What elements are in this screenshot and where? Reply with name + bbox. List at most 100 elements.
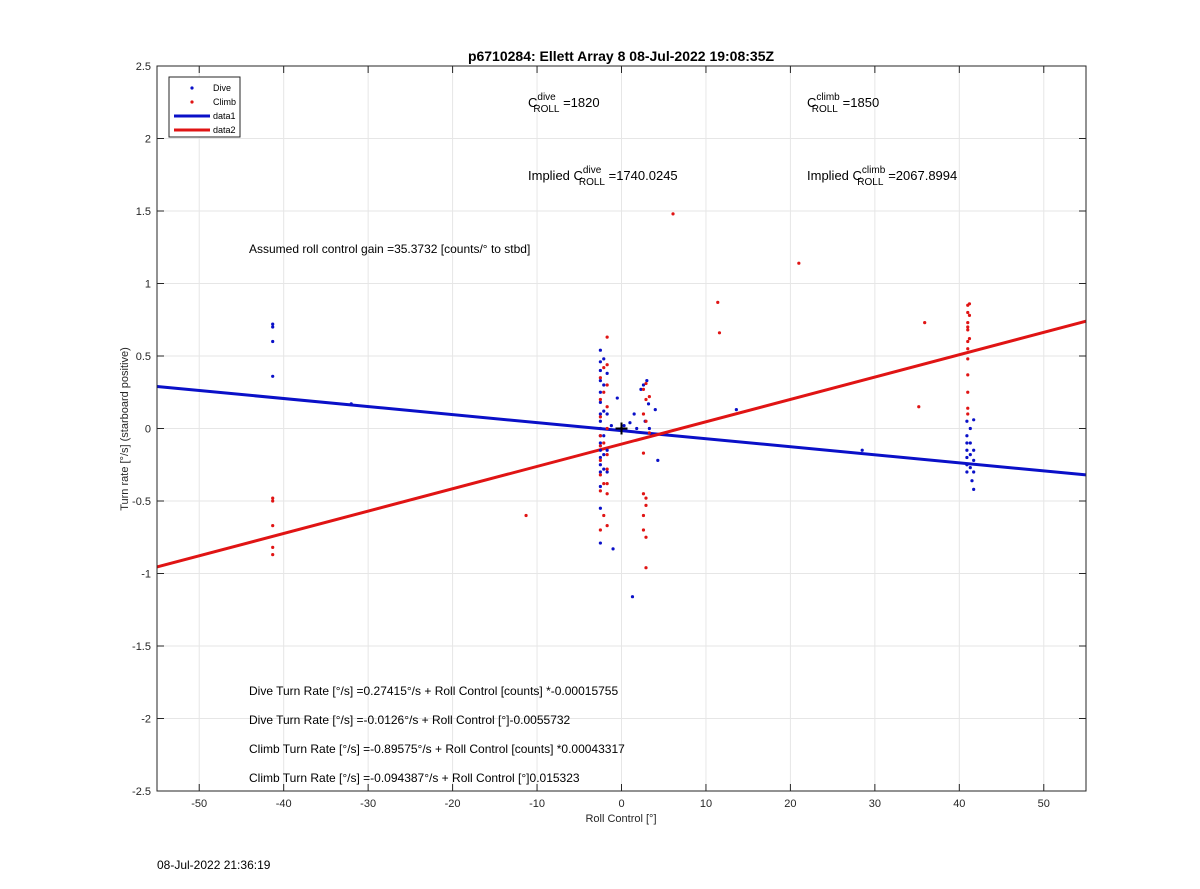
y-tick-label: 1 <box>145 279 151 291</box>
data-point-dive <box>602 383 606 387</box>
data-point-dive <box>647 426 651 431</box>
data-point-dive <box>972 448 976 452</box>
data-point-climb <box>598 415 602 419</box>
data-point-climb <box>966 373 970 377</box>
y-tick-label: -2.5 <box>132 786 151 798</box>
data-point-climb <box>647 395 651 399</box>
data-point-climb <box>644 566 648 570</box>
data-point-dive <box>271 322 275 326</box>
data-point-climb <box>602 441 606 445</box>
data-point-dive <box>656 458 660 462</box>
data-point-dive <box>965 441 969 445</box>
data-point-dive <box>641 383 646 387</box>
data-point-climb <box>605 453 609 457</box>
y-tick-label: -1 <box>141 569 151 581</box>
chart-title: p6710284: Ellett Array 8 08-Jul-2022 19:… <box>468 48 775 64</box>
data-point-climb <box>966 406 970 410</box>
fit-equation: Dive Turn Rate [°/s] =0.27415°/s + Roll … <box>249 684 618 698</box>
data-point-dive <box>602 453 606 457</box>
data-point-climb <box>966 339 970 344</box>
plot-area <box>156 212 1087 599</box>
x-tick-label: 0 <box>618 798 624 810</box>
data-point-climb <box>641 513 646 518</box>
data-point-dive <box>653 408 657 412</box>
data-point-dive <box>598 368 602 373</box>
data-point-climb <box>605 426 609 431</box>
data-point-climb <box>598 434 602 438</box>
data-point-dive <box>646 402 651 406</box>
data-point-climb <box>271 545 275 550</box>
implied-c-roll-climb: Implied Cclimb ROLL =2067.8994 <box>807 165 957 188</box>
x-tick-label: 30 <box>869 798 881 810</box>
x-tick-label: -20 <box>445 798 461 810</box>
y-tick-label: 2 <box>145 134 151 146</box>
data-point-dive <box>965 434 969 438</box>
c-roll-dive: Cdive ROLL =1820 <box>528 92 600 115</box>
data-point-climb <box>923 321 927 325</box>
data-point-dive <box>968 453 972 457</box>
y-tick-label: -0.5 <box>132 496 151 508</box>
data-point-climb <box>605 335 609 339</box>
y-tick-label: 1.5 <box>136 206 151 218</box>
data-point-dive <box>970 479 974 483</box>
legend: Dive Climb data1 data2 <box>168 76 241 138</box>
legend-marker <box>190 100 194 104</box>
data-point-climb <box>671 212 675 216</box>
data-point-dive <box>598 426 602 431</box>
y-tick-label: 2.5 <box>136 61 151 73</box>
legend-label: Dive <box>213 83 231 93</box>
data-point-climb <box>602 513 606 518</box>
data-point-dive <box>609 424 613 428</box>
data-point-dive <box>972 470 976 474</box>
data-point-dive <box>598 360 602 364</box>
data-point-climb <box>644 535 648 539</box>
annotations: Cdive ROLL =1820 Cclimb ROLL =1850 Implied C… <box>249 92 957 785</box>
data-point-dive <box>965 463 969 467</box>
y-tick-label: 0 <box>145 424 151 436</box>
data-point-dive <box>965 419 969 423</box>
data-point-climb <box>966 390 970 394</box>
data-point-dive <box>632 412 636 416</box>
data-point-dive <box>271 374 275 378</box>
data-point-climb <box>644 419 648 423</box>
data-point-climb <box>967 337 972 341</box>
fit-equation: Climb Turn Rate [°/s] =-0.094387°/s + Ro… <box>249 771 580 785</box>
data-point-dive <box>965 455 969 460</box>
data-point-climb <box>602 390 606 394</box>
data-point-climb <box>605 524 609 528</box>
data-point-dive <box>965 470 969 474</box>
data-point-dive <box>968 466 972 470</box>
data-point-climb <box>605 492 609 496</box>
data-point-dive <box>598 506 602 510</box>
data-point-climb <box>966 328 970 332</box>
y-axis-label: Turn rate [°/s] (starboard positive) <box>119 347 131 511</box>
data-point-climb <box>598 376 602 380</box>
data-point-climb <box>598 473 602 477</box>
data-point-climb <box>271 499 275 503</box>
x-tick-label: -10 <box>529 798 545 810</box>
data-point-dive <box>598 379 602 383</box>
data-point-dive <box>349 402 353 406</box>
x-tick-label: -30 <box>360 798 376 810</box>
data-point-dive <box>605 470 609 474</box>
data-point-dive <box>628 421 632 425</box>
data-point-dive <box>639 387 643 391</box>
data-point-dive <box>598 463 602 467</box>
data-point-dive <box>605 412 609 416</box>
x-axis-label: Roll Control [°] <box>585 813 656 825</box>
x-tick-label: 10 <box>700 798 712 810</box>
data-point-dive <box>611 547 615 551</box>
data-point-dive <box>598 412 602 416</box>
implied-c-roll-dive: Implied Cdive ROLL =1740.0245 <box>528 165 678 188</box>
x-tick-label: 20 <box>784 798 796 810</box>
data-point-climb <box>644 503 648 507</box>
data-point-dive <box>598 348 602 352</box>
data-point-dive <box>602 409 606 413</box>
x-tick-label: -40 <box>276 798 292 810</box>
gain-annotation: Assumed roll control gain =35.3732 [coun… <box>249 242 530 256</box>
data-point-dive <box>598 441 602 445</box>
data-point-climb <box>598 444 602 448</box>
data-point-dive <box>602 434 606 438</box>
data-point-dive <box>598 455 602 460</box>
x-tick-label: 40 <box>953 798 965 810</box>
